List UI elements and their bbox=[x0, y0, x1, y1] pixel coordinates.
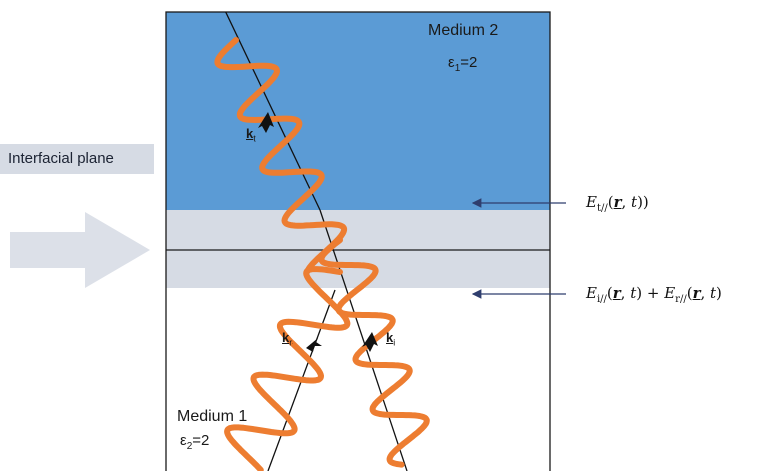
reflected-direction-arrow-icon bbox=[306, 338, 322, 352]
reflected-wavevector-label: kr bbox=[282, 330, 293, 348]
reflected-wave bbox=[224, 266, 351, 471]
transmitted-direction-arrow-icon bbox=[258, 112, 274, 133]
interface-band bbox=[166, 210, 550, 288]
incident-ray-line bbox=[319, 209, 408, 471]
transmitted-field-equation: Et//(r, t)) bbox=[586, 193, 649, 214]
transmitted-wave bbox=[214, 37, 348, 275]
transmitted-wavevector-label: kt bbox=[246, 126, 256, 144]
interface-pointer-arrow bbox=[10, 212, 150, 288]
medium1-title: Medium 1 bbox=[177, 408, 248, 425]
incident-reflected-field-equation: Ei//(r, t) + Er//(r, t) bbox=[586, 284, 722, 305]
medium2-permittivity: ε1=2 bbox=[448, 54, 478, 74]
medium1-permittivity: ε2=2 bbox=[180, 432, 210, 452]
medium2-region bbox=[166, 12, 550, 210]
medium2-title: Medium 2 bbox=[428, 22, 499, 39]
incident-wave bbox=[318, 237, 430, 468]
medium-box-outline bbox=[165, 11, 551, 476]
interfacial-plane-label: Interfacial plane bbox=[0, 144, 154, 174]
incident-direction-arrow-icon bbox=[362, 332, 378, 352]
incident-wavevector-label: ki bbox=[386, 330, 396, 348]
transmitted-ray-line bbox=[224, 12, 321, 211]
